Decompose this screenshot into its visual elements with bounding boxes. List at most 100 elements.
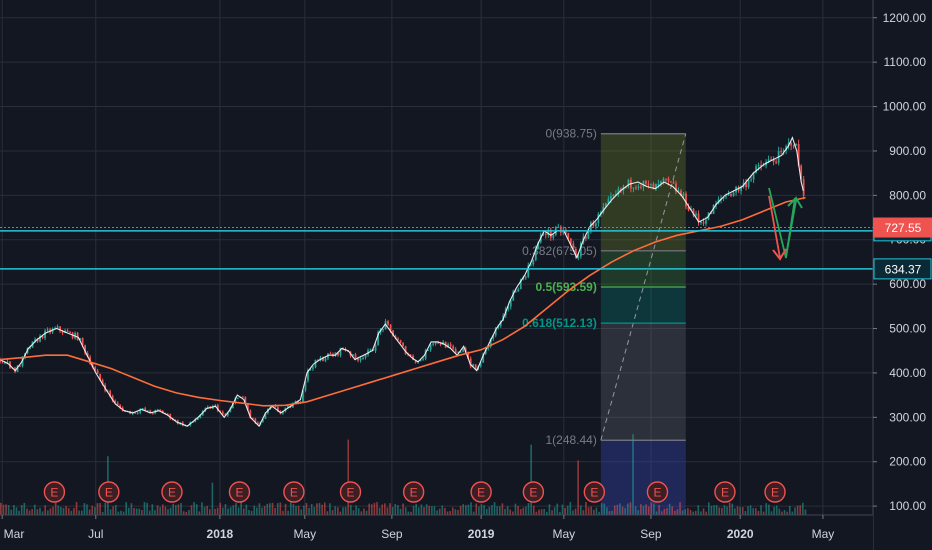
volume-bar (736, 506, 739, 515)
volume-bar (608, 511, 611, 515)
candle-body (512, 291, 515, 301)
volume-bar (741, 507, 744, 515)
volume-bar (514, 503, 517, 515)
volume-bar (457, 509, 459, 515)
candle-body (469, 358, 472, 367)
candle-body (597, 214, 600, 224)
earnings-marker[interactable] (470, 481, 492, 503)
volume-bar (668, 503, 671, 515)
volume-bar (138, 508, 141, 515)
candle-body (399, 340, 402, 344)
volume-bar (49, 508, 52, 515)
volume-bar (227, 508, 229, 515)
fib-level-label: 0.5(593.59) (535, 280, 596, 294)
price-tick-label: 900.00 (889, 144, 926, 158)
candle-body (614, 193, 617, 195)
candle-body (236, 397, 239, 399)
volume-bar (18, 510, 20, 515)
candle-body (282, 411, 284, 414)
candle-body (640, 186, 642, 188)
volume-bar (287, 510, 289, 515)
volume-bar (647, 506, 650, 515)
volume-bar (543, 508, 545, 515)
volume-bar (269, 503, 271, 515)
candle-body (419, 359, 422, 362)
candle-body (534, 248, 537, 260)
candle-body (39, 335, 41, 342)
earnings-marker[interactable] (646, 481, 669, 503)
volume-bar (546, 511, 548, 515)
volume-bar (279, 502, 282, 515)
volume-bar (726, 506, 728, 515)
earnings-marker[interactable] (161, 481, 183, 503)
candle-body (392, 330, 394, 337)
volume-bar (666, 508, 668, 515)
volume-bar (689, 509, 692, 515)
volume-bar (755, 508, 757, 515)
candle-body (81, 338, 84, 346)
volume-bar (161, 504, 164, 515)
price-tick-label: 1100.00 (884, 55, 927, 69)
horizontal-levels[interactable] (0, 227, 873, 270)
candle-body (542, 233, 545, 235)
candle-body (304, 380, 307, 391)
candle-body (602, 206, 605, 212)
volume-bar (467, 504, 470, 515)
candle-body (782, 150, 785, 152)
candle-body (650, 183, 652, 185)
volume-bar (506, 506, 509, 515)
candle-body (697, 213, 700, 223)
earnings-marker[interactable] (402, 481, 425, 503)
volume-bar (206, 505, 208, 515)
projection-arrows[interactable] (768, 187, 803, 261)
volume-bar (684, 509, 687, 515)
candle-body (374, 344, 377, 351)
volume-bar (112, 506, 114, 515)
volume-bar (760, 505, 762, 515)
candle-body (106, 390, 109, 392)
volume-bar (775, 505, 778, 515)
volume-bar (645, 504, 647, 515)
candle-body (655, 183, 657, 190)
candle-body (244, 397, 247, 404)
earnings-marker[interactable] (228, 481, 251, 503)
price-tick-label: 1000.00 (883, 100, 927, 114)
candle-body (307, 370, 309, 381)
candle-body (21, 357, 24, 367)
volume-bar (459, 505, 462, 515)
candle-body (297, 401, 299, 404)
earnings-marker[interactable] (98, 481, 120, 503)
volume-bar (101, 511, 104, 515)
volume-bar (344, 506, 347, 515)
earnings-marker[interactable] (43, 481, 66, 503)
candle-body (246, 403, 249, 411)
candle-body (84, 345, 87, 354)
candle-body (479, 362, 482, 367)
candle-body (772, 159, 775, 162)
candle-body (509, 300, 512, 307)
candle-body (139, 409, 142, 413)
candle-body (61, 330, 64, 333)
volume-bar (532, 505, 535, 515)
earnings-marker[interactable] (583, 481, 606, 503)
time-axis[interactable]: Mar Jul 2018 May Sep 2019 May Sep 2020 May (0, 514, 873, 550)
fib-zone (600, 133, 686, 251)
earnings-marker[interactable] (339, 481, 362, 503)
volume-bar (182, 511, 185, 515)
earnings-marker-label: E (50, 486, 58, 500)
earnings-marker[interactable] (764, 481, 786, 503)
earnings-marker[interactable] (714, 481, 736, 503)
volume-bar (642, 505, 645, 515)
candle-body (632, 187, 635, 189)
earnings-marker[interactable] (522, 481, 545, 503)
candle-body (770, 159, 773, 161)
time-tick-label: Sep (640, 527, 662, 541)
volume-bar (559, 511, 561, 515)
candle-body (800, 165, 803, 180)
volume-bar (451, 507, 454, 515)
level-label-text: 634.37 (885, 262, 922, 276)
volume-bar (44, 505, 47, 515)
earnings-marker[interactable] (283, 481, 305, 503)
